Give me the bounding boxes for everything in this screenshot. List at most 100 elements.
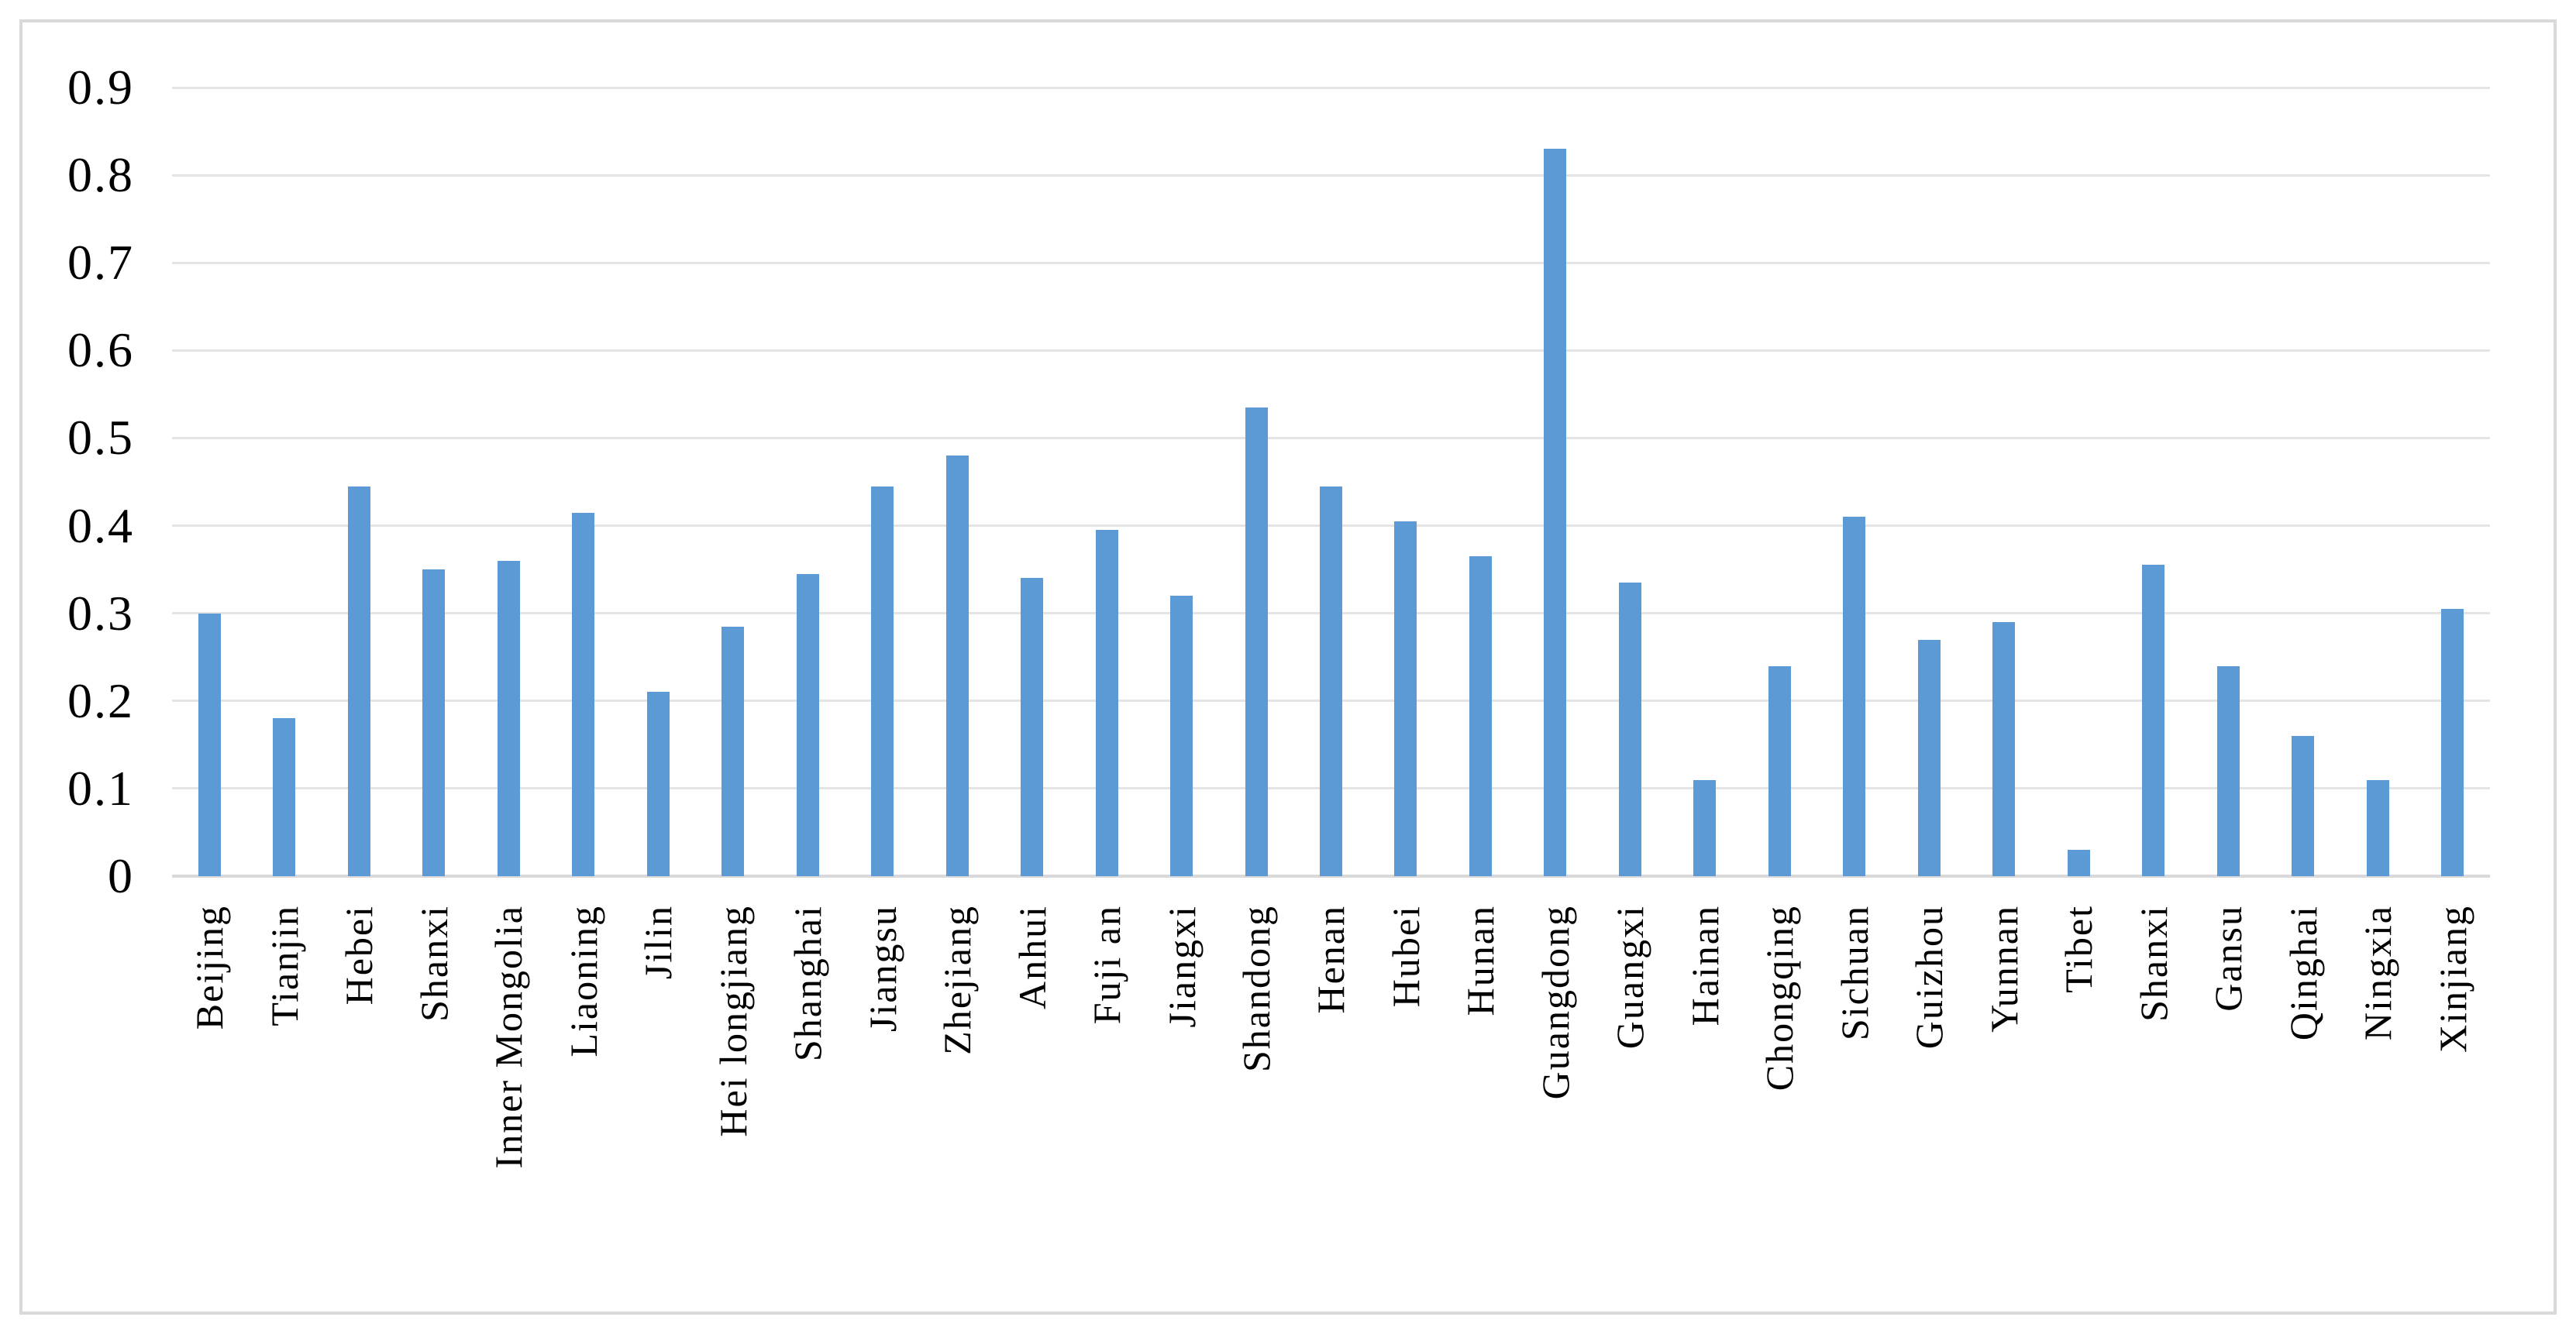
x-category-slot: Guizhou (1892, 905, 1966, 1312)
bar-henan (1320, 486, 1342, 876)
bar-jilin (646, 692, 670, 876)
x-category-label: Qinghai (2281, 905, 2325, 1041)
x-category-label: Ningxia (2356, 905, 2400, 1041)
x-category-label: Fuji an (1085, 905, 1129, 1025)
plot-area (172, 86, 2490, 878)
bar-hei-longjiang (721, 626, 745, 876)
x-category-slot: Hebei (322, 905, 396, 1312)
x-category-label: Henan (1309, 905, 1353, 1014)
x-category-slot: Beijing (172, 905, 246, 1312)
y-tick-label: 0.6 (67, 322, 134, 378)
bar-beijing (198, 613, 221, 876)
y-tick-label: 0 (108, 848, 134, 903)
y-axis-labels: 0 0.1 0.2 0.3 0.4 0.5 0.6 0.7 0.8 0.9 (22, 60, 134, 903)
x-category-slot: Hei longjiang (695, 905, 770, 1312)
bar-tianjin (273, 718, 296, 876)
bar-hunan (1469, 556, 1492, 876)
x-category-slot: Sichuan (1817, 905, 1892, 1312)
x-category-label: Gansu (2206, 905, 2251, 1012)
x-category-slot: Fuji an (1069, 905, 1144, 1312)
x-category-slot: Inner Mongolia (471, 905, 546, 1312)
bar-sichuan (1843, 517, 1866, 876)
y-tick-label: 0.2 (67, 672, 134, 728)
y-tick-label: 0.4 (67, 497, 134, 553)
x-category-slot: Shanghai (770, 905, 845, 1312)
bar-jiangsu (871, 486, 894, 876)
gridline (172, 174, 2490, 177)
bar-shanxi (2142, 565, 2165, 876)
x-category-label: Guizhou (1907, 905, 1951, 1050)
x-category-label: Jiangsu (860, 905, 904, 1032)
x-category-label: Tianjin (262, 905, 306, 1026)
bar-liaoning (572, 512, 595, 876)
x-category-label: Jiangxi (1159, 905, 1204, 1028)
bar-gansu (2216, 665, 2240, 876)
x-category-slot: Guangdong (1518, 905, 1593, 1312)
bar-chongqing (1768, 665, 1791, 876)
x-category-label: Yunnan (1982, 905, 2026, 1033)
x-category-label: Zhejiang (935, 905, 980, 1055)
bar-shanxi (422, 569, 446, 876)
y-tick-label: 0.7 (67, 235, 134, 291)
x-category-label: Shanxi (2131, 905, 2175, 1022)
bar-anhui (1021, 578, 1044, 876)
bar-hubei (1394, 521, 1417, 876)
x-category-slot: Henan (1293, 905, 1368, 1312)
bar-fuji-an (1095, 530, 1118, 876)
bar-qinghai (2292, 736, 2315, 876)
x-category-label: Xinjiang (2430, 905, 2474, 1053)
x-category-slot: Xinjiang (2416, 905, 2490, 1312)
x-category-label: Tibet (2057, 905, 2101, 993)
x-category-slot: Shanxi (2116, 905, 2191, 1312)
bar-guangxi (1618, 583, 1641, 876)
bar-jiangxi (1170, 596, 1193, 876)
x-category-slot: Jiangsu (845, 905, 919, 1312)
x-category-slot: Guangxi (1593, 905, 1667, 1312)
bar-hebei (347, 486, 370, 876)
x-category-label: Hei longjiang (711, 905, 755, 1137)
y-tick-label: 0.5 (67, 410, 134, 466)
x-category-slot: Anhui (994, 905, 1069, 1312)
x-category-slot: Jiangxi (1144, 905, 1218, 1312)
gridline (172, 261, 2490, 264)
x-category-slot: Jilin (621, 905, 695, 1312)
x-category-slot: Yunnan (1967, 905, 2041, 1312)
y-tick-label: 0.9 (67, 60, 134, 115)
bar-zhejiang (945, 456, 969, 876)
bar-tibet (2067, 850, 2090, 876)
x-category-label: Liaoning (561, 905, 605, 1057)
x-category-slot: Chongqing (1742, 905, 1817, 1312)
bar-guangdong (1544, 149, 1567, 876)
bar-hainan (1693, 779, 1717, 876)
bar-shanghai (796, 573, 819, 876)
x-category-label: Jilin (636, 905, 680, 980)
chart-border (19, 19, 2557, 1315)
x-category-label: Chongqing (1758, 905, 1802, 1092)
y-tick-label: 0.3 (67, 585, 134, 641)
x-category-label: Guangxi (1608, 905, 1652, 1050)
bar-yunnan (1992, 621, 2016, 876)
x-category-label: Shanxi (412, 905, 456, 1022)
x-category-label: Beijing (188, 905, 232, 1030)
x-category-slot: Tianjin (246, 905, 321, 1312)
x-category-slot: Shanxi (396, 905, 470, 1312)
x-category-label: Hainan (1682, 905, 1727, 1026)
x-category-slot: Tibet (2041, 905, 2116, 1312)
gridline (172, 436, 2490, 439)
x-category-slot: Qinghai (2266, 905, 2340, 1312)
x-category-label: Hebei (337, 905, 381, 1006)
x-category-label: Inner Mongolia (487, 905, 531, 1169)
bar-shandong (1245, 407, 1268, 876)
x-category-slot: Zhejiang (920, 905, 994, 1312)
x-category-slot: Liaoning (546, 905, 620, 1312)
gridline (172, 86, 2490, 89)
x-category-label: Hubei (1383, 905, 1427, 1008)
x-axis-line (172, 875, 2490, 878)
bar-inner-mongolia (497, 560, 520, 876)
y-tick-label: 0.1 (67, 760, 134, 816)
bar-guizhou (1917, 639, 1941, 876)
x-category-slot: Hunan (1443, 905, 1517, 1312)
gridline (172, 349, 2490, 352)
bar-ningxia (2366, 779, 2389, 876)
